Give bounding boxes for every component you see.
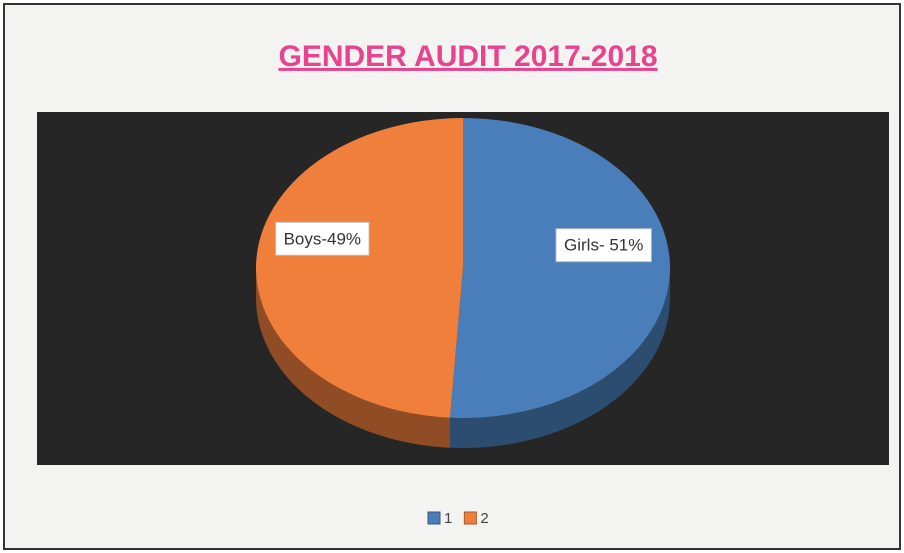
legend-label: 2 <box>480 510 488 527</box>
pie-side <box>256 268 451 448</box>
data-label: Girls- 51% <box>564 236 643 255</box>
data-label-box <box>555 228 652 263</box>
data-label-box <box>275 221 370 256</box>
legend-swatch <box>463 511 477 525</box>
pie-slice <box>450 118 670 418</box>
chart-title: GENDER AUDIT 2017-2018 <box>278 40 657 73</box>
data-label: Boys-49% <box>284 229 361 248</box>
legend-swatch <box>427 511 441 525</box>
legend-label: 1 <box>444 510 452 527</box>
pie-side <box>450 268 670 448</box>
pie-slice <box>255 118 463 418</box>
